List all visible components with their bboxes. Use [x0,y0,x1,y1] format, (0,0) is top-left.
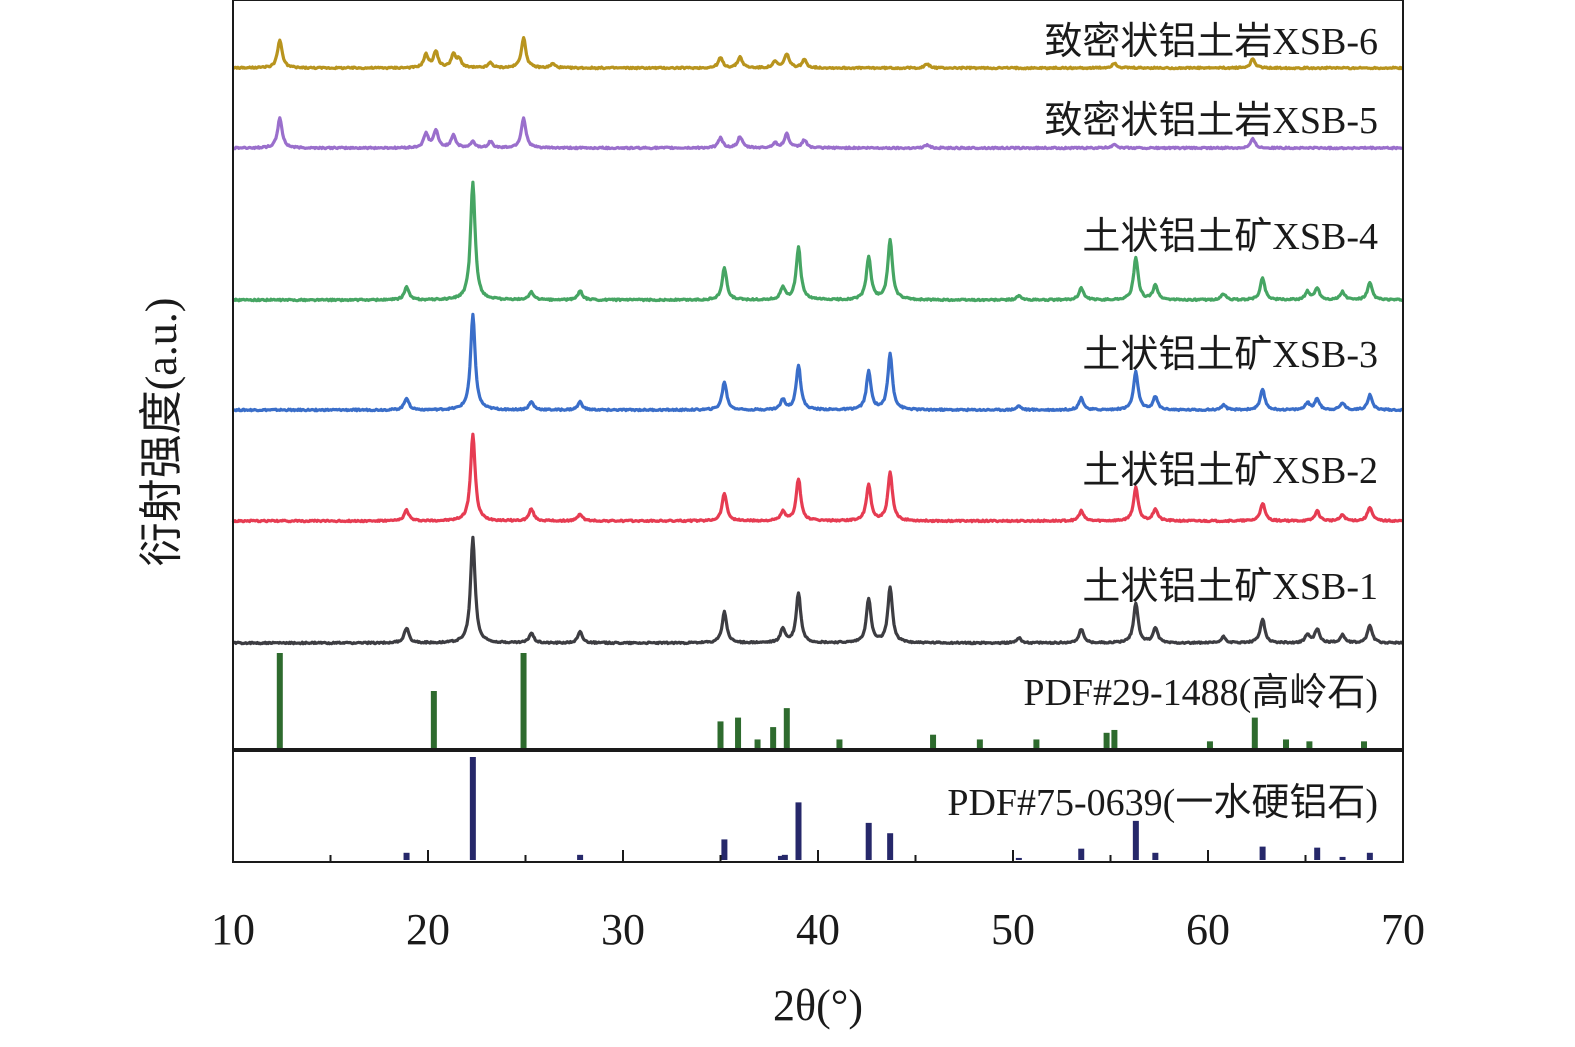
reference-patterns [276,653,1373,860]
x-tick-label-30: 30 [601,905,645,954]
x-tick-label-10: 10 [211,905,255,954]
series-label-xsb-1: 土状铝土矿XSB-1 [1082,566,1378,608]
x-tick-label-20: 20 [406,905,450,954]
series-labels: 致密状铝土岩XSB-6 致密状铝土岩XSB-5 土状铝土矿XSB-4 土状铝土矿XSB… [947,21,1378,824]
x-tick-label-50: 50 [991,905,1035,954]
x-axis-title: 2θ(°) [773,981,863,1030]
ref-label-pdf-75-0639: PDF#75-0639(一水硬铝石) [947,782,1378,824]
trace-xsb-2 [231,432,1404,524]
trace-xsb-5 [232,116,1404,151]
trace-xsb-6 [232,36,1404,71]
series-label-xsb-4: 土状铝土矿XSB-4 [1082,216,1378,258]
x-axis-ticks: 10 20 30 40 50 60 70 [211,850,1425,954]
x-tick-label-70: 70 [1381,905,1425,954]
series-label-xsb-5: 致密状铝土岩XSB-5 [1044,100,1378,142]
series-label-xsb-6: 致密状铝土岩XSB-6 [1044,21,1378,63]
trace-xsb-1 [232,535,1404,646]
series-label-xsb-3: 土状铝土矿XSB-3 [1082,334,1378,376]
trace-xsb-4 [231,180,1404,303]
y-axis-title: 衍射强度(a.u.) [137,298,186,567]
trace-xsb-3 [232,312,1404,413]
x-tick-label-60: 60 [1186,905,1230,954]
series-label-xsb-2: 土状铝土矿XSB-2 [1082,450,1378,492]
ref-label-pdf-29-1488: PDF#29-1488(高岭石) [1023,672,1378,714]
x-tick-label-40: 40 [796,905,840,954]
sample-traces [231,36,1404,646]
